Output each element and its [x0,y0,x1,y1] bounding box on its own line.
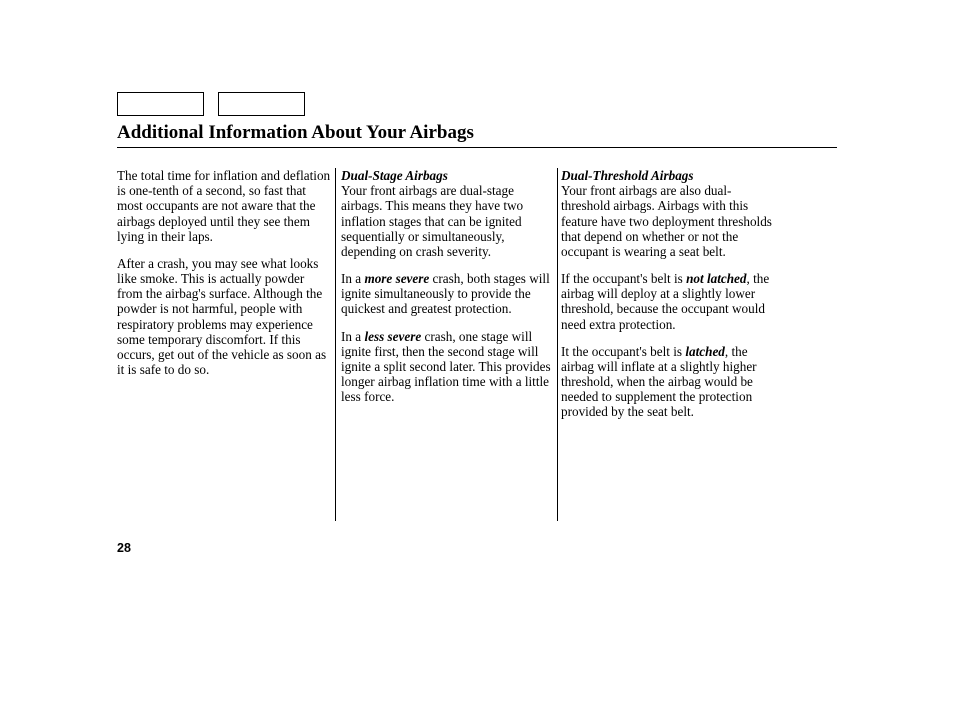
column-separator-2 [557,168,558,521]
body-text: It the occupant's belt is latched, the a… [561,344,776,420]
section-heading: Dual-Stage Airbags [341,168,556,183]
emphasis: less severe [364,329,421,344]
emphasis: not latched [686,271,746,286]
body-text: In a less severe crash, one stage will i… [341,329,556,405]
emphasis: more severe [364,271,429,286]
text-run: If the occupant's belt is [561,271,686,286]
body-text: Your front airbags are dual-stage airbag… [341,183,556,259]
body-text: Your front airbags are also dual-thresho… [561,183,776,259]
page-title: Additional Information About Your Airbag… [117,122,474,144]
column-3: Dual-Threshold Airbags Your front airbag… [561,168,776,432]
section-heading: Dual-Threshold Airbags [561,168,776,183]
text-run: In a [341,271,364,286]
body-text: After a crash, you may see what looks li… [117,256,332,377]
text-run: It the occupant's belt is [561,344,685,359]
column-separator-1 [335,168,336,521]
page-container: Additional Information About Your Airbag… [0,0,954,710]
body-text: In a more severe crash, both stages will… [341,271,556,317]
header-box-2 [218,92,305,116]
body-text: The total time for inflation and deflati… [117,168,332,244]
emphasis: latched [685,344,725,359]
column-1: The total time for inflation and deflati… [117,168,332,389]
text-run: In a [341,329,364,344]
body-text: If the occupant's belt is not latched, t… [561,271,776,332]
page-number: 28 [117,541,131,555]
title-rule [117,147,837,148]
column-2: Dual-Stage Airbags Your front airbags ar… [341,168,556,416]
header-box-1 [117,92,204,116]
